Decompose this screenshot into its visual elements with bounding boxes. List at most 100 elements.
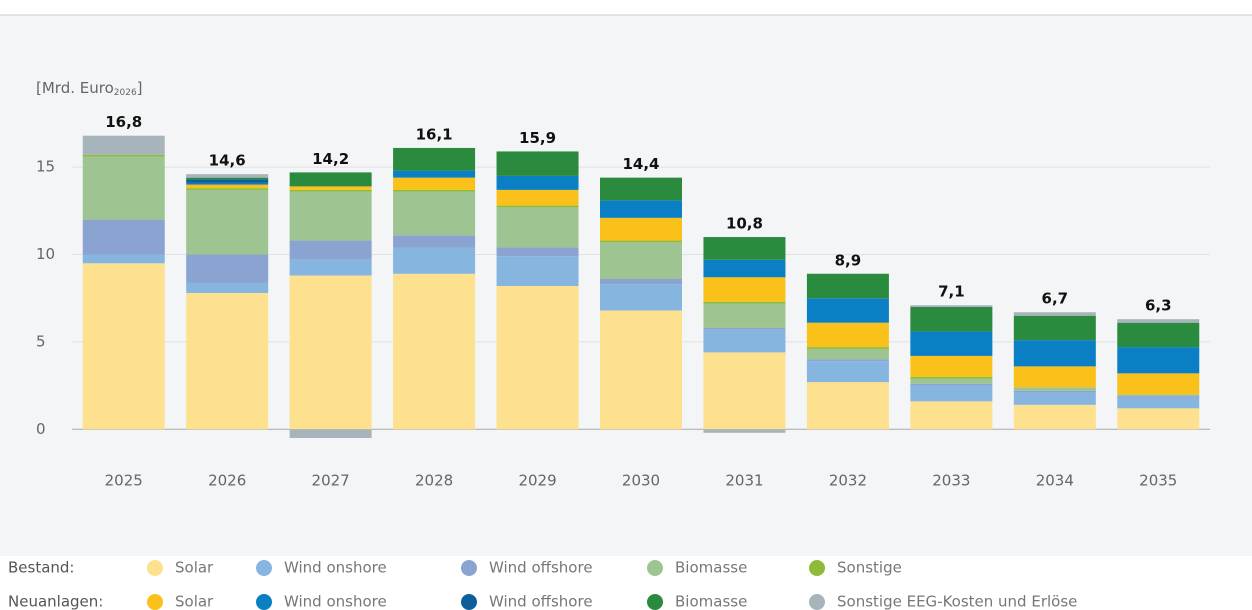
bar-segment	[806, 347, 889, 349]
bar-segment	[186, 184, 269, 189]
bar-segment	[393, 273, 476, 430]
bar-segment	[186, 292, 269, 430]
x-tick-label: 2035	[1139, 472, 1177, 490]
bar-segment	[910, 305, 993, 307]
bar-segment	[703, 429, 786, 433]
bar-segment	[289, 186, 372, 190]
bar-segment	[393, 189, 476, 192]
total-label: 15,9	[519, 129, 556, 147]
y-unit-main: [Mrd. Euro	[36, 79, 114, 97]
bar-segment	[1013, 312, 1096, 316]
bar-segment	[1117, 373, 1200, 395]
y-unit: [Mrd. Euro2026]	[36, 79, 143, 98]
bar-segment	[1117, 322, 1200, 348]
x-tick-label: 2034	[1036, 472, 1074, 490]
bar-segment	[186, 177, 269, 180]
bar-segment	[82, 154, 165, 157]
bar-segment	[910, 385, 993, 402]
total-label: 10,8	[726, 215, 763, 233]
x-tick-label: 2031	[725, 472, 763, 490]
bar-segment	[1117, 347, 1200, 374]
bar-segment	[1117, 396, 1200, 398]
bar-segment	[600, 177, 682, 201]
bar-segment	[289, 259, 372, 276]
bar-segment	[1013, 392, 1096, 405]
bar-segment	[186, 179, 269, 183]
bar-segment	[703, 303, 786, 328]
legend-swatch	[147, 594, 163, 610]
total-label: 14,6	[209, 152, 246, 170]
bar-segment	[806, 361, 889, 383]
bar-segment	[600, 217, 682, 241]
bar-segment	[703, 352, 786, 430]
bar-segment	[1013, 340, 1096, 367]
x-tick-label: 2032	[829, 472, 867, 490]
total-label: 8,9	[835, 251, 862, 269]
x-tick-label: 2030	[622, 472, 660, 490]
bar-segment	[289, 275, 372, 430]
bar-segment	[496, 205, 579, 208]
bar-segment	[1013, 387, 1096, 391]
y-tick-label: 0	[36, 420, 46, 438]
bar-segment	[82, 254, 165, 264]
bar-segment	[910, 378, 993, 384]
y-tick-label: 15	[36, 158, 55, 176]
bar-segment	[806, 382, 889, 430]
total-label: 16,8	[105, 113, 142, 131]
bar-segment	[703, 301, 786, 304]
legend-label: Solar	[175, 593, 214, 610]
x-tick-label: 2029	[518, 472, 556, 490]
bar-segment	[703, 329, 786, 353]
legend-group-label: Neuanlagen:	[8, 593, 103, 610]
bar-segment	[806, 273, 889, 299]
bar-segment	[289, 172, 372, 187]
bar-segment	[703, 259, 786, 278]
bar-segment	[600, 200, 682, 218]
bar-segment	[393, 170, 476, 178]
x-tick-label: 2026	[208, 472, 246, 490]
legend-swatch	[647, 594, 663, 610]
bar-segment	[289, 189, 372, 192]
total-label: 6,7	[1042, 290, 1069, 308]
bar-segment	[600, 279, 682, 285]
legend-swatch	[809, 594, 825, 610]
bar-segment	[703, 327, 786, 330]
bar-segment	[910, 306, 993, 332]
total-label: 6,3	[1145, 297, 1172, 315]
bar-segment	[496, 189, 579, 206]
legend-swatch	[461, 560, 477, 576]
y-tick-label: 5	[36, 332, 46, 350]
bar-segment	[289, 429, 372, 439]
bar-segment	[496, 151, 579, 176]
bar-segment	[82, 263, 165, 430]
bar-segment	[910, 401, 993, 430]
bar-segment	[186, 188, 269, 190]
y-unit-end: ]	[137, 79, 143, 97]
bar-segment	[393, 191, 476, 236]
x-tick-label: 2025	[105, 472, 143, 490]
bar-segment	[186, 174, 269, 178]
bar-segment	[1117, 394, 1200, 397]
legend-swatch	[256, 560, 272, 576]
legend-label: Biomasse	[675, 559, 747, 577]
bar-segment	[600, 240, 682, 243]
bar-segment	[600, 284, 682, 311]
bar-segment	[910, 376, 993, 379]
legend-label: Wind offshore	[489, 559, 593, 577]
bar-segment	[186, 254, 269, 283]
bar-segment	[82, 156, 165, 220]
total-label: 7,1	[938, 283, 965, 301]
total-label: 16,1	[416, 125, 453, 143]
legend-label: Sonstige EEG-Kosten und Erlöse	[837, 593, 1077, 610]
bar-segment	[1013, 366, 1096, 388]
y-unit-sub: 2026	[114, 88, 137, 98]
legend-swatch	[647, 560, 663, 576]
bar-segment	[1013, 315, 1096, 341]
bar-segment	[910, 355, 993, 377]
bar-segment	[186, 182, 269, 185]
bar-segment	[496, 207, 579, 248]
x-tick-label: 2028	[415, 472, 453, 490]
bar-segment	[289, 191, 372, 241]
